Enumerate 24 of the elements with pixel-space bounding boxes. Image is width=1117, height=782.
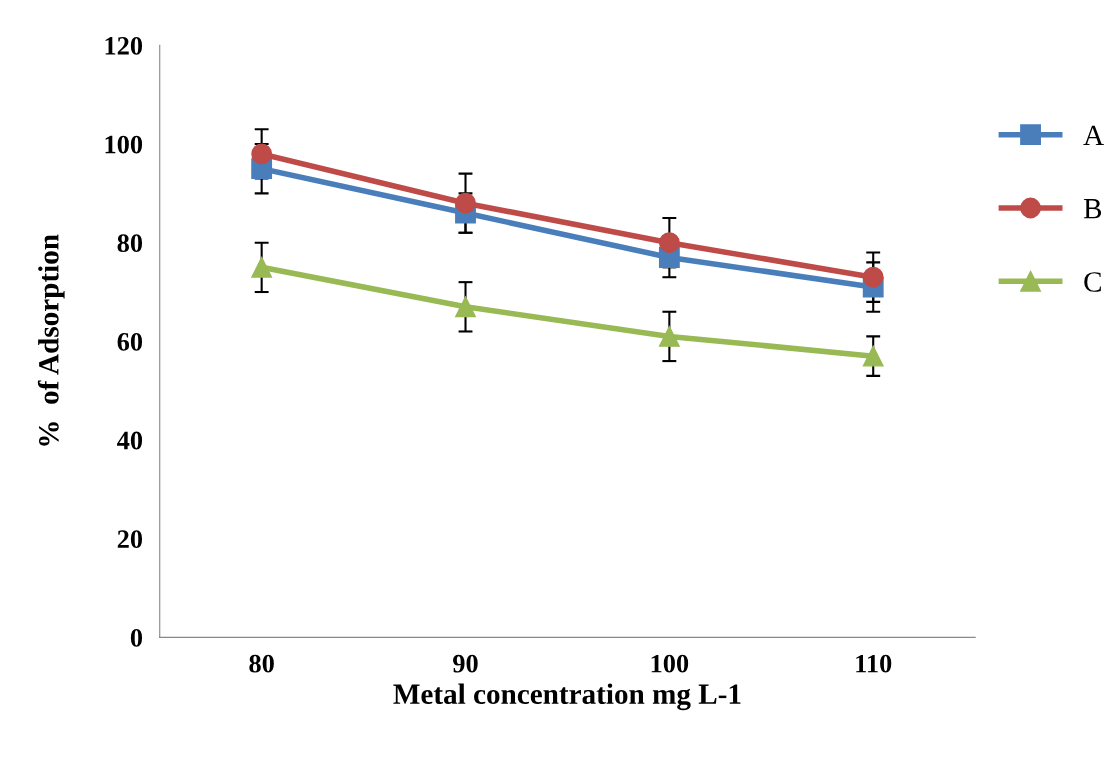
x-axis-title: Metal concentration mg L-1 bbox=[393, 683, 741, 711]
x-tick-label: 90 bbox=[453, 654, 478, 673]
legend-label: A bbox=[1083, 125, 1104, 145]
y-tick-label: 80 bbox=[117, 234, 143, 253]
point bbox=[658, 325, 680, 347]
y-tick-label: 60 bbox=[117, 332, 143, 351]
x-tick-label: 80 bbox=[249, 654, 274, 673]
legend-label: B bbox=[1083, 199, 1102, 219]
point bbox=[251, 256, 273, 278]
y-tick-label: 100 bbox=[105, 135, 143, 154]
y-tick-label: 20 bbox=[117, 530, 143, 549]
y-tick-label: 120 bbox=[105, 36, 143, 55]
y-axis-title: % of Adsorption bbox=[37, 234, 65, 446]
x-tick-label: 100 bbox=[651, 654, 689, 673]
point bbox=[251, 143, 273, 165]
legend-label: C bbox=[1084, 272, 1101, 292]
point bbox=[862, 266, 884, 288]
x-tick-label: 110 bbox=[856, 654, 892, 673]
y-tick-label: 40 bbox=[117, 431, 143, 450]
point bbox=[455, 296, 476, 318]
point bbox=[455, 192, 476, 214]
point bbox=[862, 345, 884, 367]
y-tick-label: 0 bbox=[130, 628, 143, 647]
point bbox=[658, 232, 680, 254]
